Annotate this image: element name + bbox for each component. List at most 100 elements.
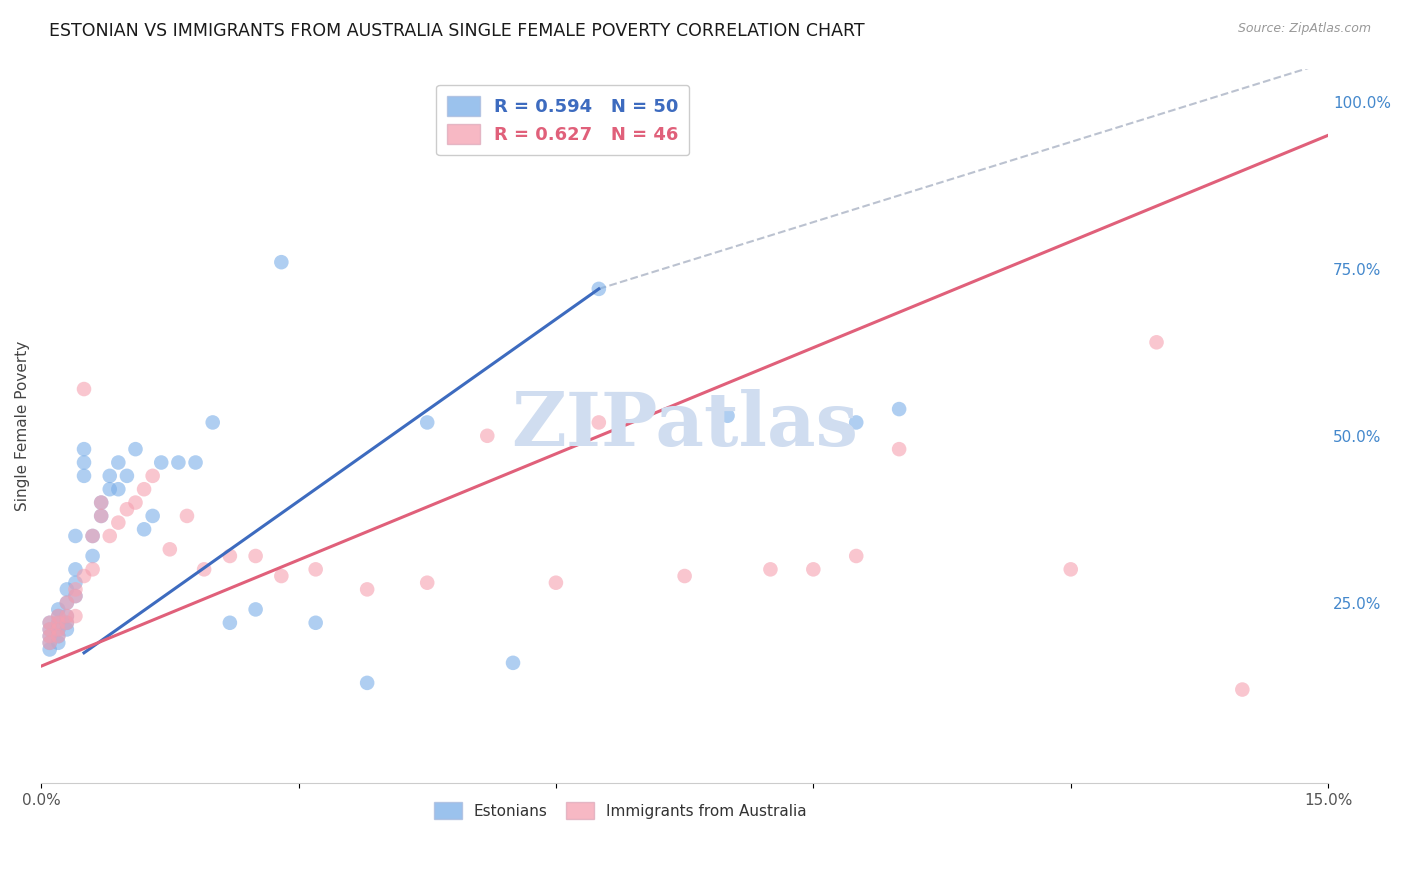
Point <box>759 562 782 576</box>
Point <box>305 562 328 576</box>
Point <box>98 482 121 496</box>
Point <box>38 623 60 637</box>
Point <box>245 549 267 563</box>
Point <box>845 416 868 430</box>
Text: ESTONIAN VS IMMIGRANTS FROM AUSTRALIA SINGLE FEMALE POVERTY CORRELATION CHART: ESTONIAN VS IMMIGRANTS FROM AUSTRALIA SI… <box>49 22 865 40</box>
Point <box>56 582 79 597</box>
Point <box>46 623 69 637</box>
Point <box>356 676 378 690</box>
Point <box>73 468 96 483</box>
Point <box>56 615 79 630</box>
Text: Source: ZipAtlas.com: Source: ZipAtlas.com <box>1237 22 1371 36</box>
Point <box>502 656 524 670</box>
Point <box>38 615 60 630</box>
Point <box>38 623 60 637</box>
Point <box>801 562 824 576</box>
Point <box>673 569 696 583</box>
Point <box>887 442 910 457</box>
Point <box>107 516 129 530</box>
Point <box>184 456 207 470</box>
Point <box>38 629 60 643</box>
Legend: Estonians, Immigrants from Australia: Estonians, Immigrants from Australia <box>427 796 813 825</box>
Point <box>46 602 69 616</box>
Point <box>124 442 146 457</box>
Point <box>56 596 79 610</box>
Point <box>56 596 79 610</box>
Point <box>544 575 567 590</box>
Point <box>716 409 738 423</box>
Point <box>159 542 181 557</box>
Point <box>115 502 138 516</box>
Point <box>56 609 79 624</box>
Point <box>65 589 87 603</box>
Point <box>416 575 439 590</box>
Point <box>38 636 60 650</box>
Point <box>588 282 610 296</box>
Point <box>56 615 79 630</box>
Point <box>193 562 215 576</box>
Point <box>245 602 267 616</box>
Point <box>588 416 610 430</box>
Point <box>270 569 292 583</box>
Point <box>56 623 79 637</box>
Point <box>82 549 104 563</box>
Point <box>150 456 173 470</box>
Point <box>73 382 96 396</box>
Point <box>46 609 69 624</box>
Point <box>115 468 138 483</box>
Point <box>132 482 155 496</box>
Point <box>73 456 96 470</box>
Point <box>38 615 60 630</box>
Point <box>65 609 87 624</box>
Point <box>98 529 121 543</box>
Point <box>65 582 87 597</box>
Point <box>132 522 155 536</box>
Point <box>65 575 87 590</box>
Point <box>65 529 87 543</box>
Point <box>142 508 165 523</box>
Point <box>845 549 868 563</box>
Point <box>1146 335 1168 350</box>
Point <box>82 562 104 576</box>
Y-axis label: Single Female Poverty: Single Female Poverty <box>15 341 30 511</box>
Point <box>46 609 69 624</box>
Point <box>46 629 69 643</box>
Point <box>142 468 165 483</box>
Point <box>218 549 240 563</box>
Point <box>124 495 146 509</box>
Point <box>270 255 292 269</box>
Text: ZIPatlas: ZIPatlas <box>512 389 858 462</box>
Point <box>90 495 112 509</box>
Point <box>46 636 69 650</box>
Point <box>167 456 190 470</box>
Point <box>46 615 69 630</box>
Point <box>38 636 60 650</box>
Point <box>38 629 60 643</box>
Point <box>82 529 104 543</box>
Point <box>477 429 499 443</box>
Point <box>416 416 439 430</box>
Point <box>98 468 121 483</box>
Point <box>107 482 129 496</box>
Point <box>107 456 129 470</box>
Point <box>356 582 378 597</box>
Point <box>65 562 87 576</box>
Point <box>46 629 69 643</box>
Point <box>73 569 96 583</box>
Point <box>82 529 104 543</box>
Point <box>65 589 87 603</box>
Point <box>46 615 69 630</box>
Point <box>56 609 79 624</box>
Point <box>90 508 112 523</box>
Point <box>218 615 240 630</box>
Point <box>90 508 112 523</box>
Point <box>1232 682 1254 697</box>
Point <box>176 508 198 523</box>
Point <box>73 442 96 457</box>
Point <box>887 402 910 417</box>
Point <box>201 416 224 430</box>
Point <box>46 623 69 637</box>
Point <box>38 642 60 657</box>
Point <box>305 615 328 630</box>
Point <box>1060 562 1083 576</box>
